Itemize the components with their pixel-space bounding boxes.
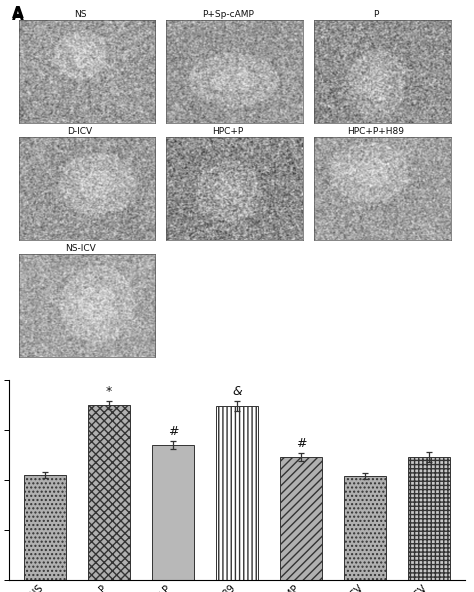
Text: #: # (168, 424, 178, 437)
Bar (344, 476, 386, 580)
Text: A: A (12, 8, 24, 22)
Text: *: * (106, 385, 112, 398)
Bar (280, 457, 322, 580)
Text: NS: NS (74, 10, 86, 19)
Text: HPC+P+H89: HPC+P+H89 (347, 127, 404, 136)
Bar (152, 445, 194, 580)
Text: &: & (232, 385, 242, 398)
Text: HPC+P: HPC+P (212, 127, 244, 136)
Bar (216, 406, 258, 580)
Text: #: # (296, 437, 306, 449)
Bar (24, 475, 65, 580)
Bar (409, 457, 450, 580)
Text: NS-ICV: NS-ICV (64, 244, 95, 253)
Text: P: P (373, 10, 378, 19)
Text: D-ICV: D-ICV (67, 127, 92, 136)
Text: P+Sp-cAMP: P+Sp-cAMP (202, 10, 254, 19)
Bar (88, 405, 130, 580)
Text: A: A (12, 6, 24, 21)
